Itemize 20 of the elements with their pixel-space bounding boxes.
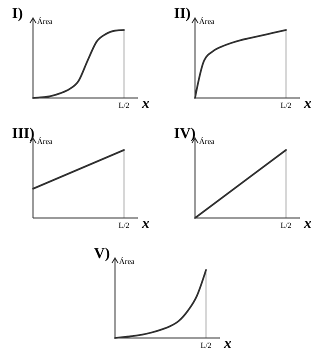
x-axis-title: x (141, 96, 150, 112)
y-axis-title: Área (119, 257, 135, 266)
x-axis-title: x (223, 336, 232, 352)
x-axis-title: x (303, 96, 312, 112)
y-axis-title: Área (37, 17, 53, 26)
chart-title: II) (174, 6, 191, 22)
x-axis-title: x (141, 216, 150, 232)
text: L/2 (118, 101, 130, 110)
chart-title: III) (12, 126, 35, 142)
text: L/2 (118, 221, 130, 230)
text: L/2 (280, 101, 292, 110)
chart-title: IV) (174, 126, 196, 142)
x-axis-title: x (303, 216, 312, 232)
text: L/2 (200, 341, 212, 350)
chart-title: I) (12, 6, 23, 22)
text: L/2 (280, 221, 292, 230)
y-axis-title: Área (199, 137, 215, 146)
y-axis-title: Área (199, 17, 215, 26)
y-axis-title: Área (37, 137, 53, 146)
chart-title: V) (94, 246, 110, 262)
